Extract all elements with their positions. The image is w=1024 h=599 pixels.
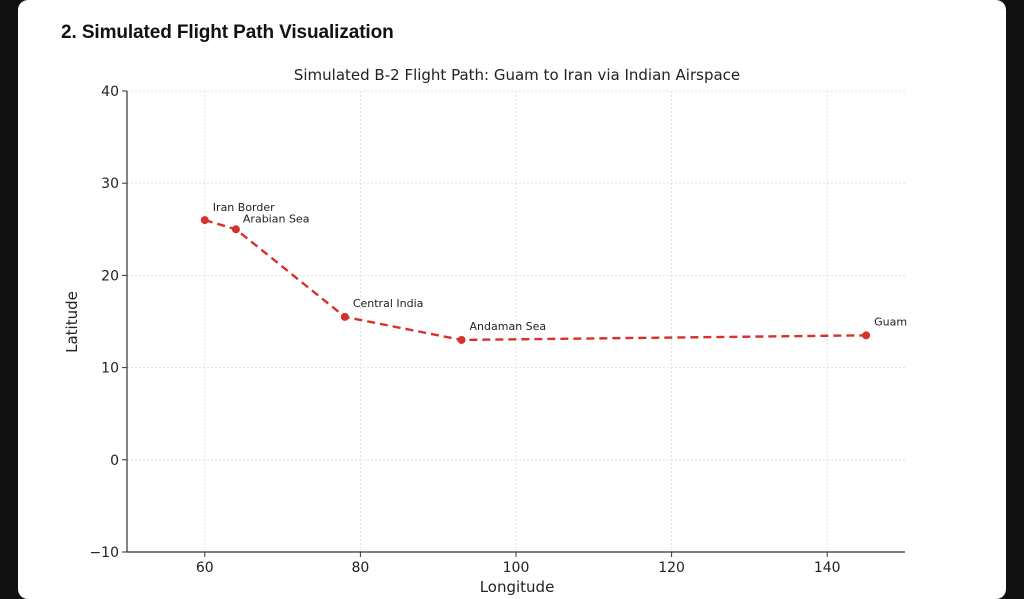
x-tick-label: 120 [658, 560, 685, 576]
waypoint-label: Iran Border [213, 201, 275, 214]
waypoint-label: Andaman Sea [470, 320, 547, 333]
waypoint-marker [200, 216, 209, 225]
y-axis-label: Latitude [63, 291, 81, 353]
waypoint-label: Central India [353, 297, 424, 310]
y-tick-label: 30 [101, 176, 119, 192]
waypoint-marker [862, 331, 871, 340]
chart-title: Simulated B-2 Flight Path: Guam to Iran … [294, 66, 740, 84]
waypoint-marker [457, 335, 466, 344]
y-tick-label: 10 [101, 361, 119, 377]
data-points [200, 216, 871, 344]
document-page: 2. Simulated Flight Path Visualization S… [18, 0, 1006, 599]
y-tick-label: 20 [101, 268, 119, 284]
section-title: 2. Simulated Flight Path Visualization [61, 22, 394, 43]
flight-path-chart: Simulated B-2 Flight Path: Guam to Iran … [63, 66, 907, 596]
axes [122, 90, 905, 557]
y-tick-label: 40 [101, 84, 119, 100]
x-tick-label: 100 [503, 560, 530, 576]
x-tick-label: 60 [196, 560, 214, 576]
x-tick-label: 80 [351, 560, 369, 576]
waypoint-marker [340, 312, 349, 321]
y-tick-label: −10 [89, 545, 119, 561]
x-axis-label: Longitude [480, 578, 555, 596]
x-tick-label: 140 [814, 560, 841, 576]
waypoint-marker [231, 225, 240, 234]
tick-labels: 60 80 100 120 140 −10 0 10 20 30 40 [89, 84, 840, 576]
y-tick-label: 0 [110, 453, 119, 469]
waypoint-label: Guam [874, 315, 907, 328]
waypoint-label: Arabian Sea [243, 212, 310, 225]
